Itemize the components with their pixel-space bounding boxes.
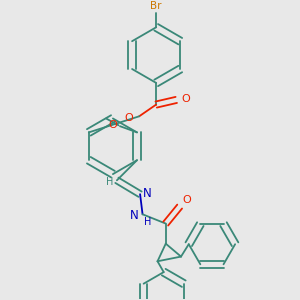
- Text: N: N: [130, 209, 139, 222]
- Text: Br: Br: [150, 1, 162, 11]
- Text: N: N: [142, 187, 151, 200]
- Text: O: O: [182, 195, 191, 205]
- Text: O: O: [125, 112, 134, 122]
- Text: H: H: [144, 217, 152, 227]
- Text: O: O: [109, 120, 118, 130]
- Text: H: H: [106, 177, 113, 187]
- Text: O: O: [181, 94, 190, 104]
